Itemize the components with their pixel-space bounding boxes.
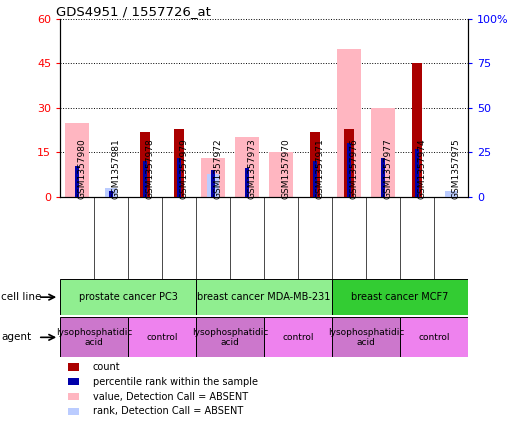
Text: GSM1357976: GSM1357976 (349, 138, 358, 199)
Bar (109, 191, 113, 197)
Bar (381, 158, 385, 197)
Bar (69, 378, 78, 385)
Bar (174, 129, 184, 197)
Bar (105, 188, 117, 197)
Text: GSM1357972: GSM1357972 (213, 139, 222, 199)
Bar (128, 317, 196, 357)
Bar (245, 168, 249, 197)
Text: GSM1357980: GSM1357980 (77, 138, 86, 199)
Text: GSM1357979: GSM1357979 (179, 138, 188, 199)
Bar (332, 279, 468, 315)
Text: agent: agent (1, 332, 31, 342)
Bar (344, 129, 354, 197)
Text: GDS4951 / 1557726_at: GDS4951 / 1557726_at (56, 5, 211, 18)
Bar (310, 132, 320, 197)
Text: rank, Detection Call = ABSENT: rank, Detection Call = ABSENT (93, 407, 243, 416)
Text: lysophosphatidic
acid: lysophosphatidic acid (328, 328, 404, 347)
Bar (412, 63, 422, 197)
Text: GSM1357970: GSM1357970 (281, 138, 290, 199)
Bar (69, 393, 78, 400)
Text: breast cancer MCF7: breast cancer MCF7 (351, 292, 449, 302)
Text: GSM1357974: GSM1357974 (417, 139, 426, 199)
Text: lysophosphatidic
acid: lysophosphatidic acid (192, 328, 268, 347)
Bar (177, 158, 181, 197)
Bar (445, 191, 457, 197)
Bar (347, 143, 351, 197)
Bar (196, 279, 332, 315)
Text: GSM1357981: GSM1357981 (111, 138, 120, 199)
Text: GSM1357975: GSM1357975 (451, 138, 460, 199)
Bar (235, 137, 259, 197)
Bar (196, 317, 264, 357)
Text: percentile rank within the sample: percentile rank within the sample (93, 377, 258, 387)
Text: count: count (93, 362, 120, 372)
Bar (69, 363, 78, 371)
Bar (415, 149, 419, 197)
Bar (140, 132, 150, 197)
Bar (371, 108, 395, 197)
Text: GSM1357971: GSM1357971 (315, 138, 324, 199)
Bar (69, 408, 78, 415)
Text: cell line: cell line (1, 292, 41, 302)
Bar (60, 279, 196, 315)
Bar (207, 173, 219, 197)
Text: GSM1357977: GSM1357977 (383, 138, 392, 199)
Bar (143, 161, 147, 197)
Bar (264, 317, 332, 357)
Text: lysophosphatidic
acid: lysophosphatidic acid (56, 328, 132, 347)
Text: control: control (418, 333, 450, 342)
Bar (106, 191, 116, 197)
Bar (65, 123, 89, 197)
Bar (400, 317, 468, 357)
Bar (60, 317, 128, 357)
Bar (332, 317, 400, 357)
Text: breast cancer MDA-MB-231: breast cancer MDA-MB-231 (197, 292, 331, 302)
Bar (269, 152, 293, 197)
Text: value, Detection Call = ABSENT: value, Detection Call = ABSENT (93, 392, 248, 401)
Bar (201, 158, 225, 197)
Bar (211, 170, 215, 197)
Text: GSM1357978: GSM1357978 (145, 138, 154, 199)
Text: control: control (282, 333, 314, 342)
Bar (313, 161, 317, 197)
Text: GSM1357973: GSM1357973 (247, 138, 256, 199)
Bar (337, 49, 361, 197)
Bar (75, 167, 79, 197)
Text: control: control (146, 333, 178, 342)
Text: prostate cancer PC3: prostate cancer PC3 (78, 292, 178, 302)
